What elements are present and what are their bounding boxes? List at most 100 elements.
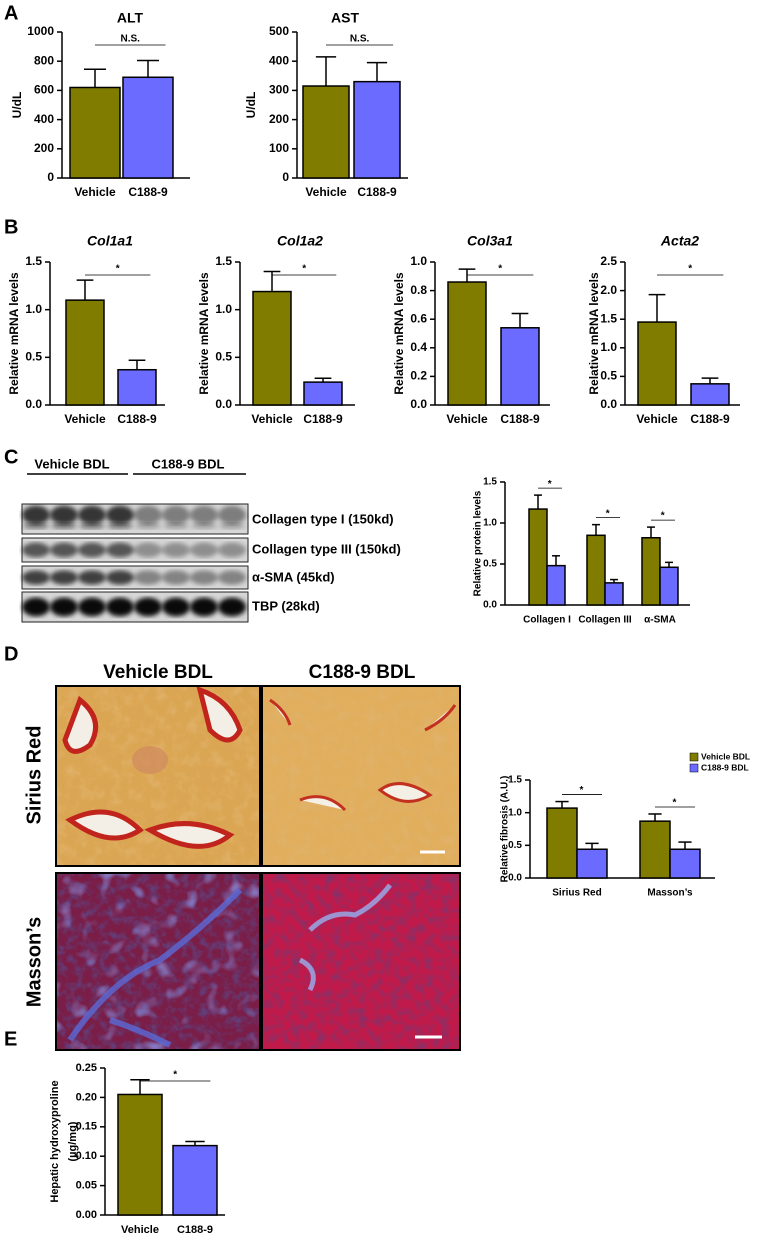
- y-tick-label: 2.0: [600, 283, 617, 297]
- blot-band: [50, 542, 78, 558]
- blot-band: [50, 597, 78, 617]
- significance-label: *: [580, 785, 584, 796]
- bar: [353, 80, 401, 179]
- blot-band: [134, 597, 162, 617]
- bar: [500, 327, 540, 406]
- chart-title: Col1a2: [277, 233, 323, 249]
- y-tick-label: 1.0: [25, 302, 42, 316]
- bar: [576, 848, 608, 879]
- blot-band: [23, 523, 49, 529]
- significance-label: *: [498, 264, 502, 275]
- x-tick-label: C188-9: [357, 185, 397, 199]
- chart-title: Col3a1: [467, 233, 513, 249]
- y-tick-label: 0.0: [600, 397, 617, 411]
- y-axis-label: U/dL: [244, 92, 258, 119]
- blot-band: [78, 542, 106, 558]
- legend-label: C188-9 BDL: [701, 762, 749, 772]
- x-tick-label: Vehicle: [305, 185, 347, 199]
- legend-swatch: [689, 763, 699, 773]
- blot-band: [218, 542, 246, 558]
- band-label: Collagen type I (150kd): [252, 511, 394, 526]
- x-tick-label: Collagen I: [523, 615, 571, 626]
- bar: [447, 281, 487, 406]
- blot-band: [162, 542, 190, 558]
- bar: [172, 1144, 218, 1216]
- y-tick-label: 0.00: [76, 1209, 97, 1221]
- bar: [586, 534, 606, 606]
- panel-label: D: [4, 643, 18, 665]
- y-tick-label: 0: [282, 170, 289, 184]
- blot-band: [79, 523, 105, 529]
- y-tick-label: 500: [269, 24, 289, 38]
- y-tick-label: 400: [34, 112, 54, 126]
- bar: [65, 299, 105, 406]
- blot-band: [218, 505, 246, 525]
- significance-label: N.S.: [121, 34, 141, 45]
- blot-band: [218, 597, 246, 617]
- blot-band: [190, 542, 218, 558]
- blot-band: [162, 570, 190, 585]
- bar: [546, 564, 566, 606]
- y-axis-label: Hepatic hydroxyproline: [49, 1080, 61, 1202]
- y-tick-label: 1.0: [483, 518, 497, 529]
- bar: [117, 1093, 163, 1216]
- y-tick-label: 200: [269, 112, 289, 126]
- y-tick-label: 1000: [27, 24, 54, 38]
- y-tick-label: 0.5: [25, 350, 42, 364]
- fibrosis: [298, 883, 392, 992]
- blot-band: [78, 570, 106, 585]
- blot-band: [50, 570, 78, 585]
- y-tick-label: 0.8: [410, 283, 427, 297]
- blot-group-label: C188-9 BDL: [152, 456, 225, 471]
- blot-band: [78, 505, 106, 525]
- y-tick-label: 0.0: [25, 397, 42, 411]
- bar: [528, 508, 548, 606]
- y-tick-label: 0.5: [483, 559, 497, 570]
- band-label: α-SMA (45kd): [252, 569, 335, 584]
- vessel: [62, 686, 243, 849]
- panel-label: E: [4, 1028, 17, 1050]
- y-tick-label: 1.5: [508, 775, 522, 786]
- bar: [303, 381, 343, 406]
- blot-band: [163, 523, 189, 529]
- frame: [261, 872, 461, 1051]
- blot-band: [162, 505, 190, 525]
- significance-label: *: [548, 479, 552, 490]
- blot-band: [106, 570, 134, 585]
- y-tick-label: 0.4: [410, 340, 427, 354]
- frame: [55, 685, 261, 867]
- chart-title: Acta2: [660, 233, 699, 249]
- panel-label: B: [4, 216, 18, 238]
- y-tick-label: 1.0: [508, 807, 522, 818]
- bar: [252, 290, 292, 406]
- x-tick-label: α-SMA: [644, 615, 676, 626]
- y-tick-label: 0.0: [215, 397, 232, 411]
- blot-band: [190, 570, 218, 585]
- blot-band: [134, 505, 162, 525]
- blot-band: [218, 570, 246, 585]
- bar: [117, 368, 157, 406]
- western-blot: Vehicle BDL C188-9 BDL Collagen type I (…: [21, 456, 401, 623]
- y-tick-label: 0.5: [508, 840, 522, 851]
- blot-band: [22, 505, 50, 525]
- y-axis-label: Relative mRNA levels: [392, 272, 406, 395]
- chart-title: Col1a1: [87, 233, 133, 249]
- band-label: TBP (28kd): [252, 598, 320, 613]
- blot-band: [50, 505, 78, 525]
- frame: [261, 685, 461, 867]
- y-tick-label: 0.0: [508, 873, 522, 884]
- y-tick-label: 0.20: [76, 1091, 97, 1103]
- y-tick-label: 0.6: [410, 311, 427, 325]
- y-tick-label: 1.5: [483, 477, 497, 488]
- blot-group-label: Vehicle BDL: [34, 456, 109, 471]
- blot-band: [190, 597, 218, 617]
- x-tick-label: Sirius Red: [552, 888, 601, 899]
- y-tick-label: 600: [34, 83, 54, 97]
- significance-label: *: [661, 511, 665, 522]
- row-header: Masson’s: [23, 917, 45, 1007]
- y-tick-label: 0.15: [76, 1121, 97, 1133]
- x-tick-label: Vehicle: [64, 412, 106, 426]
- legend-swatch: [689, 752, 699, 762]
